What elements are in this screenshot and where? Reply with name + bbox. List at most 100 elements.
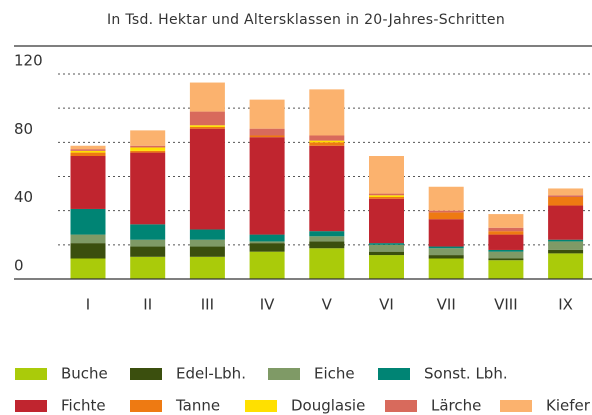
bar-segment [309,231,345,237]
x-tick-label: VII [437,296,456,314]
y-tick-label: 80 [14,120,33,138]
legend-label: Tanne [175,397,220,415]
bar-segment [130,246,166,257]
legend-label: Fichte [61,397,106,415]
bar-segment [189,246,225,257]
bar-segment [189,239,225,247]
y-tick-label: 40 [14,188,33,206]
x-tick-label: VI [379,296,394,314]
bar-segment [70,145,106,150]
bar-segment [130,150,166,153]
bar-segment [70,152,106,156]
bar-segment [189,111,225,126]
bar-segment [428,212,464,220]
bar-segment [249,243,285,252]
bar-segment [428,248,464,256]
x-tick-label: II [143,296,152,314]
bar-segment [189,126,225,129]
bar-segment [369,255,404,279]
bar-segment [189,256,225,279]
bar-segment [249,234,285,242]
y-tick-label: 120 [14,52,43,70]
bar-segment [70,150,106,153]
bar-segment [369,198,404,244]
bar-segment [548,253,584,279]
bar-segment [70,258,106,279]
bar-segment [488,227,524,232]
bar-segment [309,145,345,232]
legend-swatch [268,368,300,380]
bar-segment [309,142,345,146]
bar-segment [369,156,404,194]
x-tick-label: VIII [494,296,518,314]
bar-segment [548,241,584,250]
legend-swatch [15,400,47,412]
bar-segment [548,249,584,254]
bar-segment [70,208,106,235]
x-tick-label: V [322,296,333,314]
bar-segment [189,82,225,112]
bar-segment [488,249,524,252]
bar-segment [428,210,464,213]
bar-segment [369,251,404,256]
legend-swatch [385,400,417,412]
bar-segment [249,137,285,235]
bar-segment [189,125,225,127]
bar-segment [548,195,584,197]
bar-segment [309,241,345,249]
bar-segment [488,231,524,235]
bar-segment [309,248,345,279]
bar-segment [249,99,285,129]
x-tick-label: IV [260,296,275,314]
bar-segment [309,236,345,242]
bar-segment [130,224,166,240]
bar-segment [428,255,464,259]
bar-segment [130,256,166,279]
bar-segment [249,241,285,244]
legend-swatch [378,368,410,380]
legend-label: Edel-Lbh. [176,365,246,383]
legend-swatch [130,368,162,380]
bar-segment [369,195,404,197]
bar-segment [369,244,404,252]
bar-segment [70,234,106,244]
bar-segment [488,214,524,228]
bar-segment [189,128,225,230]
chart-title: In Tsd. Hektar und Altersklassen in 20-J… [107,12,505,28]
bar-segment [428,186,464,211]
bar-segment [70,243,106,259]
bar-segment [488,260,524,279]
bar-segment [369,197,404,199]
bar-segment [249,251,285,279]
bar-segment [428,246,464,249]
bar-segment [548,205,584,240]
legend-swatch [130,400,162,412]
bar-segment [189,229,225,240]
x-tick-label: III [201,296,214,314]
legend-swatch [245,400,277,412]
bar-segment [548,239,584,242]
bar-segment [249,128,285,136]
bar-segment [488,234,524,250]
bar-segment [369,243,404,245]
legend-label: Sonst. Lbh. [424,365,508,383]
bar-segment [130,239,166,247]
legend-swatch [500,400,532,412]
x-tick-label: I [86,296,90,314]
legend-label: Douglasie [291,397,365,415]
legend-label: Kiefer [546,397,591,415]
bar-segment [548,188,584,196]
legend-swatch [15,368,47,380]
y-tick-label: 0 [14,257,24,275]
bar-segment [70,156,106,209]
legend-label: Buche [61,365,108,383]
legend-label: Eiche [314,365,355,383]
bar-segment [369,193,404,196]
bar-segment [130,147,166,151]
bar-segment [249,135,285,138]
bar-segment [130,152,166,225]
bar-segment [70,149,106,151]
x-tick-label: IX [558,296,573,314]
bar-segment [309,89,345,136]
